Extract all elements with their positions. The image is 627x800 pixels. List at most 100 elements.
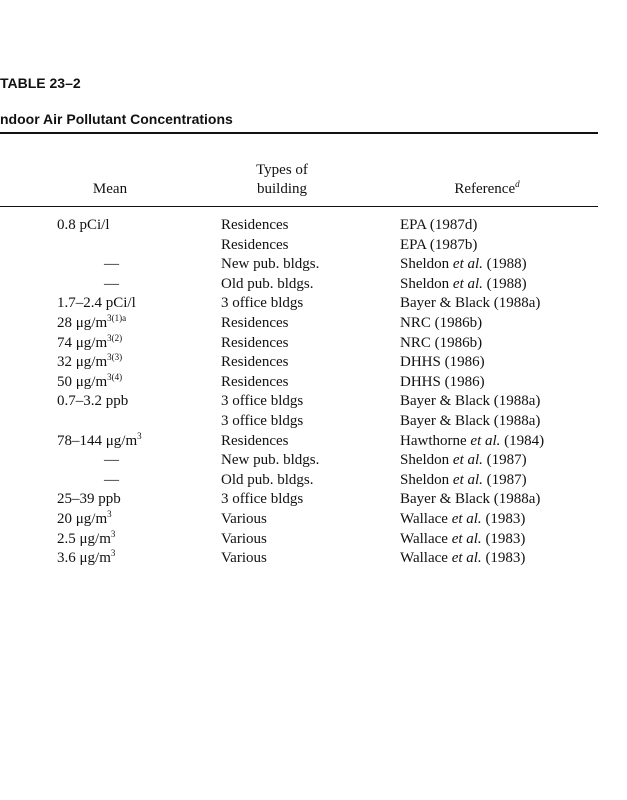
reference-italic: et al. — [451, 511, 482, 527]
table-label: TABLE 23–2 — [0, 75, 81, 91]
mean-text: 74 μg/m — [57, 334, 108, 351]
reference-italic: et al. — [452, 452, 483, 469]
type-cell: Residences — [221, 432, 289, 449]
type-cell: Residences — [221, 334, 289, 351]
mean-text: — — [104, 275, 119, 292]
mean-cell: — — [104, 275, 119, 293]
reference-text: Sheldon — [400, 256, 453, 273]
mean-cell: 28 μg/m3(1)a — [57, 314, 126, 332]
mean-text: 0.7–3.2 ppb — [57, 393, 129, 410]
mean-cell: 50 μg/m3(4) — [57, 371, 123, 391]
mean-cell: 78–144 μg/m3 — [57, 430, 142, 450]
reference-cell: Wallace et al. (1983) — [400, 549, 525, 567]
reference-text: (1983) — [481, 550, 526, 567]
reference-text: (1983) — [481, 511, 526, 527]
reference-text: (1983) — [481, 530, 526, 547]
reference-text: (1988) — [482, 256, 527, 273]
type-cell: Old pub. bldgs. — [221, 471, 314, 488]
mean-text: — — [104, 471, 119, 488]
mean-cell: 3.6 μg/m3 — [57, 549, 115, 567]
reference-cell: EPA (1987b) — [400, 236, 477, 254]
reference-text: (1987) — [482, 471, 527, 488]
mean-text: 0.8 pCi/l — [57, 217, 110, 233]
reference-text: Wallace — [400, 511, 452, 527]
column-header: building — [256, 181, 307, 197]
mean-cell: — — [104, 255, 119, 273]
mean-cell: 2.5 μg/m3 — [57, 528, 116, 548]
reference-text: DHHS (1986) — [400, 373, 485, 390]
mean-text: 2.5 μg/m — [57, 530, 111, 547]
column-header-text: Reference — [454, 181, 516, 197]
mean-text: 78–144 μg/m — [57, 432, 138, 449]
type-cell: Residences — [221, 236, 289, 253]
column-header: Mean — [92, 181, 128, 197]
mean-text: — — [104, 452, 119, 469]
reference-text: Bayer & Black (1988a) — [400, 393, 541, 410]
reference-cell: Bayer & Black (1988a) — [400, 294, 540, 312]
reference-cell: DHHS (1986) — [400, 353, 485, 371]
reference-cell: Bayer & Black (1988a) — [400, 490, 540, 508]
mean-cell: 0.8 pCi/l — [57, 216, 110, 234]
mean-cell: 1.7–2.4 pCi/l — [57, 294, 136, 312]
table-title: ndoor Air Pollutant Concentrations — [0, 111, 233, 127]
reference-text: DHHS (1986) — [400, 354, 485, 371]
reference-text: EPA (1987d) — [400, 217, 478, 233]
header-rule — [0, 206, 598, 207]
reference-cell: Sheldon et al. (1987) — [400, 471, 527, 489]
mean-text: 25–39 ppb — [57, 491, 121, 508]
mean-sup: 3 — [107, 509, 112, 519]
reference-cell: Bayer & Black (1988a) — [400, 412, 540, 430]
mean-sup: 3(4) — [107, 371, 123, 382]
mean-cell: 32 μg/m3(3) — [57, 353, 122, 371]
reference-text: NRC (1986b) — [400, 334, 483, 351]
mean-cell: 25–39 ppb — [57, 490, 121, 508]
type-cell: Residences — [221, 217, 289, 233]
mean-sup: 3(1)a — [107, 313, 127, 323]
reference-italic: et al. — [452, 275, 483, 292]
reference-text: Bayer & Black (1988a) — [400, 295, 541, 312]
mean-cell: — — [104, 451, 119, 469]
mean-cell: 74 μg/m3(2) — [57, 332, 123, 352]
mean-sup: 3(3) — [107, 352, 123, 363]
type-cell: Various — [221, 511, 267, 527]
reference-italic: et al. — [452, 256, 483, 273]
reference-cell: Sheldon et al. (1988) — [400, 275, 527, 293]
type-cell: New pub. bldgs. — [221, 452, 320, 469]
reference-text: (1984) — [500, 432, 545, 449]
mean-sup: 3 — [110, 548, 116, 559]
mean-cell: — — [104, 471, 119, 489]
reference-cell: Sheldon et al. (1988) — [400, 255, 527, 273]
footnote-mark: d — [515, 179, 520, 189]
reference-text: Sheldon — [400, 275, 453, 292]
type-cell: Old pub. bldgs. — [221, 275, 314, 292]
reference-cell: Hawthorne et al. (1984) — [400, 432, 544, 450]
mean-text: 20 μg/m — [57, 511, 108, 527]
type-cell: New pub. bldgs. — [221, 256, 320, 273]
mean-sup: 3 — [110, 528, 116, 539]
reference-text: Bayer & Black (1988a) — [400, 413, 541, 429]
type-cell: Various — [221, 530, 267, 547]
reference-italic: et al. — [451, 530, 482, 547]
mean-sup: 3(2) — [107, 332, 123, 343]
reference-text: Wallace — [400, 550, 452, 567]
reference-cell: NRC (1986b) — [400, 334, 482, 352]
type-cell: Residences — [221, 373, 289, 390]
mean-text: 50 μg/m — [57, 373, 108, 390]
mean-cell: 0.7–3.2 ppb — [57, 392, 128, 410]
type-cell: 3 office bldgs — [221, 295, 304, 312]
type-cell: 3 office bldgs — [221, 413, 304, 429]
column-header: Referenced — [407, 180, 567, 198]
reference-text: Wallace — [400, 530, 452, 547]
reference-text: (1988) — [482, 275, 527, 292]
reference-cell: Bayer & Black (1988a) — [400, 392, 540, 410]
mean-text: 28 μg/m — [57, 315, 108, 331]
reference-italic: et al. — [451, 550, 482, 567]
mean-sup: 3 — [137, 430, 142, 441]
reference-cell: EPA (1987d) — [400, 216, 477, 234]
reference-text: Hawthorne — [400, 432, 471, 449]
type-cell: 3 office bldgs — [221, 491, 304, 508]
reference-text: Sheldon — [400, 471, 453, 488]
reference-text: Bayer & Black (1988a) — [400, 491, 541, 508]
type-cell: Various — [221, 550, 267, 567]
mean-text: — — [104, 256, 119, 273]
